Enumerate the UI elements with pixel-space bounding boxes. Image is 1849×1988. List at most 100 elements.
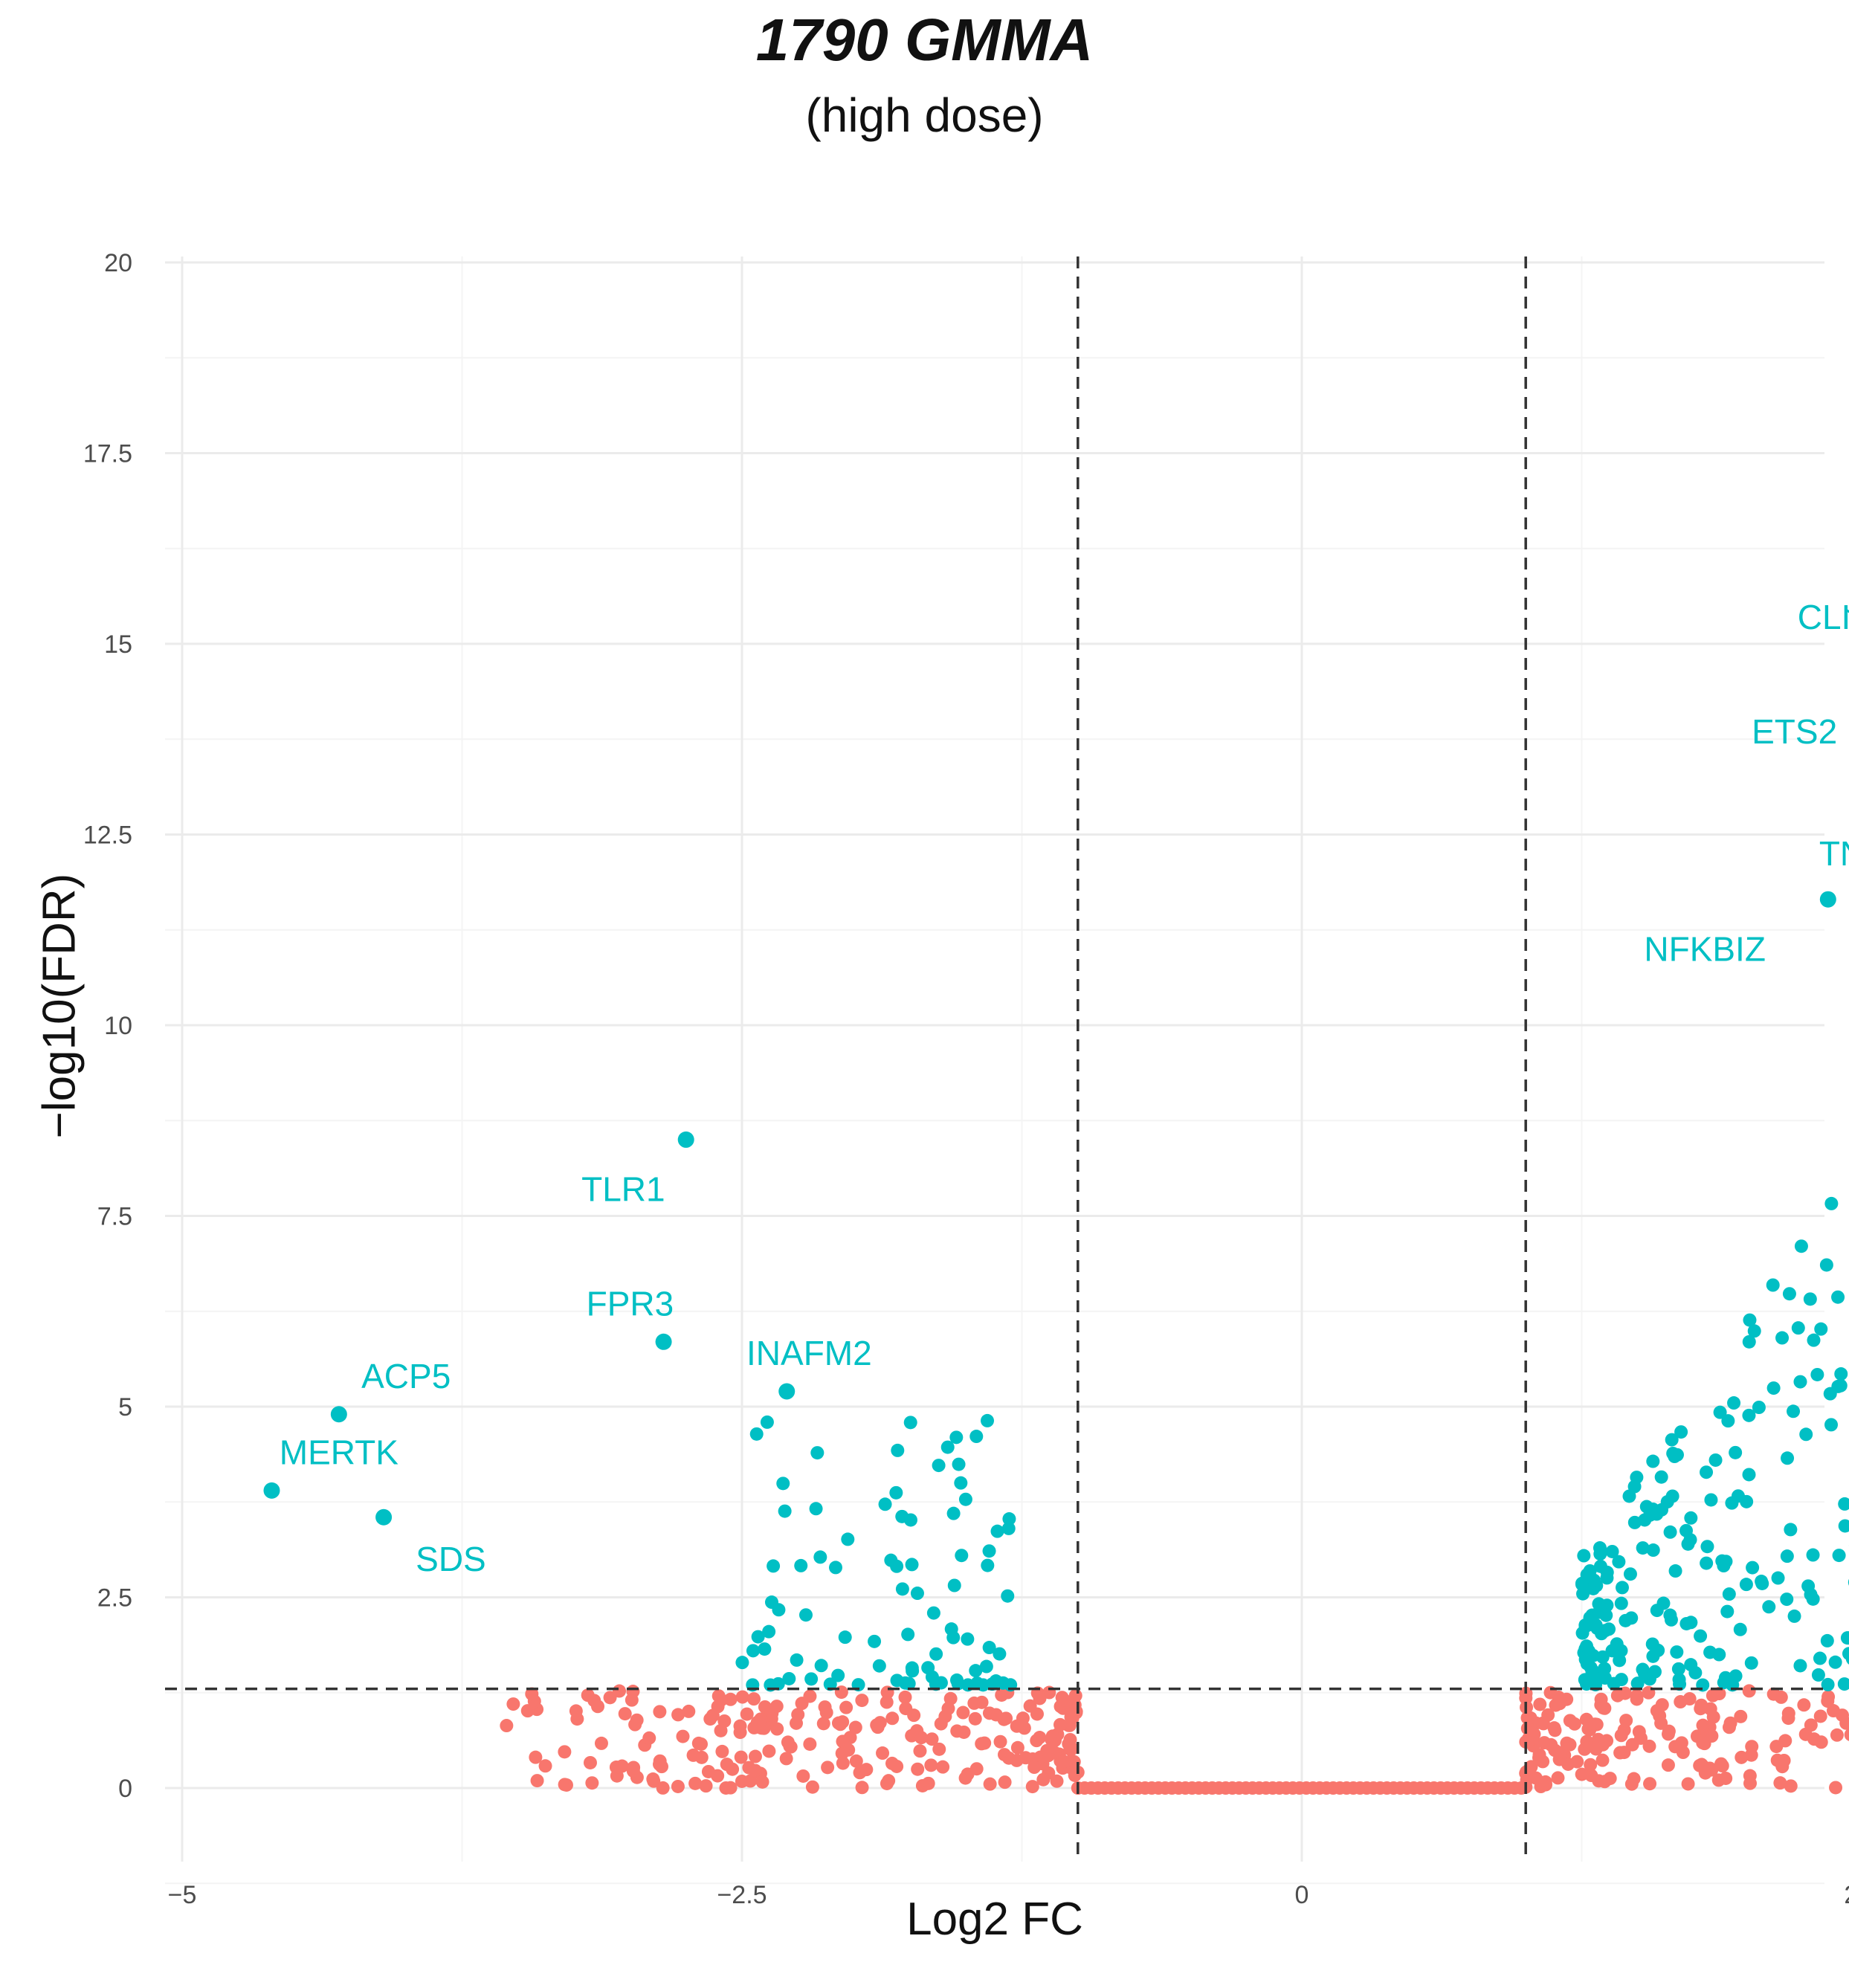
nonsignificant-gene-point (1614, 1729, 1628, 1743)
significant-gene-point (1799, 1427, 1813, 1442)
nonsignificant-gene-point (1634, 1731, 1648, 1745)
nonsignificant-gene-point (603, 1691, 617, 1705)
significant-gene-point (1727, 1396, 1741, 1410)
nonsignificant-gene-point (1696, 1736, 1710, 1750)
nonsignificant-gene-point (836, 1715, 850, 1729)
chart-subtitle: (high dose) (805, 88, 1044, 142)
nonsignificant-gene-point (1821, 1690, 1836, 1704)
nonsignificant-gene-point (769, 1700, 784, 1714)
significant-gene-point (1654, 1470, 1668, 1484)
significant-gene-point (1824, 1418, 1839, 1432)
gene-label: CLIC4 (1798, 598, 1849, 636)
significant-gene-point (979, 1659, 993, 1674)
significant-gene-point (1807, 1333, 1821, 1347)
significant-gene-point (1742, 1468, 1756, 1482)
significant-gene-point (1663, 1525, 1677, 1539)
significant-gene-point (1831, 1290, 1845, 1304)
significant-gene-point (934, 1676, 948, 1690)
nonsignificant-gene-point (654, 1760, 668, 1774)
nonsignificant-gene-point (748, 1763, 762, 1778)
nonsignificant-gene-point (1541, 1708, 1555, 1722)
nonsignificant-gene-point (849, 1754, 863, 1768)
significant-gene-point (1791, 1321, 1805, 1335)
significant-gene-point (1587, 1573, 1601, 1587)
nonsignificant-gene-point (1734, 1709, 1748, 1723)
nonsignificant-gene-point (1770, 1753, 1784, 1767)
nonsignificant-gene-point (754, 1712, 768, 1726)
significant-gene-point (1766, 1278, 1780, 1292)
significant-gene-point (841, 1532, 855, 1546)
nonsignificant-gene-point (1742, 1684, 1756, 1698)
significant-gene-point (872, 1659, 886, 1673)
significant-gene-point (1642, 1672, 1656, 1686)
nonsignificant-gene-point (1784, 1779, 1798, 1793)
significant-gene-point (1834, 1367, 1848, 1381)
nonsignificant-gene-point (1619, 1714, 1633, 1728)
nonsignificant-gene-point (1570, 1755, 1584, 1769)
nonsignificant-gene-point (699, 1779, 713, 1793)
nonsignificant-gene-point (682, 1704, 696, 1718)
significant-gene-point (1713, 1405, 1727, 1419)
significant-gene-point (993, 1647, 1007, 1661)
nonsignificant-gene-point (1050, 1774, 1064, 1788)
significant-gene-point (1739, 1578, 1753, 1592)
gene-label: INAFM2 (746, 1334, 872, 1372)
nonsignificant-gene-point (791, 1708, 805, 1722)
significant-gene-point (969, 1430, 984, 1444)
nonsignificant-gene-point (1567, 1717, 1581, 1731)
significant-gene-point (1742, 1335, 1756, 1349)
nonsignificant-gene-point (642, 1731, 656, 1745)
nonsignificant-gene-point (936, 1760, 950, 1774)
significant-gene-point (1590, 1673, 1604, 1687)
y-tick-label: 10 (104, 1012, 132, 1040)
significant-gene-point (890, 1559, 904, 1573)
significant-gene-point (1821, 1677, 1835, 1691)
significant-gene-point (1623, 1567, 1637, 1581)
nonsignificant-gene-point (630, 1713, 644, 1727)
x-tick-label: −2.5 (717, 1881, 767, 1909)
significant-gene-point (1700, 1540, 1714, 1554)
nonsignificant-gene-point (821, 1761, 835, 1775)
nonsignificant-gene-point (779, 1752, 793, 1766)
gene-label: ACP5 (361, 1357, 451, 1395)
significant-gene-point (1665, 1433, 1679, 1447)
y-tick-label: 7.5 (97, 1203, 132, 1231)
labeled-gene-point (655, 1333, 672, 1350)
significant-gene-point (878, 1497, 892, 1511)
significant-gene-point (1823, 1387, 1837, 1401)
y-axis-title: −log10(FDR) (33, 873, 85, 1139)
significant-gene-point (910, 1587, 924, 1601)
nonsignificant-gene-point (796, 1769, 810, 1783)
significant-gene-point (902, 1676, 916, 1691)
significant-gene-point (868, 1634, 882, 1648)
nonsignificant-gene-point (983, 1777, 997, 1791)
significant-gene-point (1614, 1673, 1628, 1687)
nonsignificant-gene-point (882, 1774, 896, 1788)
significant-gene-point (982, 1544, 996, 1558)
nonsignificant-gene-point (676, 1729, 690, 1743)
nonsignificant-gene-point (1813, 1709, 1827, 1723)
nonsignificant-gene-point (967, 1696, 981, 1710)
nonsignificant-gene-point (625, 1693, 639, 1707)
significant-gene-point (1577, 1549, 1591, 1563)
nonsignificant-gene-point (1774, 1690, 1788, 1704)
nonsignificant-gene-point (1703, 1761, 1717, 1775)
significant-gene-point (1600, 1571, 1614, 1585)
significant-gene-point (1704, 1493, 1718, 1507)
significant-gene-point (831, 1668, 845, 1682)
significant-gene-point (1671, 1662, 1685, 1676)
nonsignificant-gene-point (834, 1685, 848, 1700)
significant-gene-point (1806, 1548, 1820, 1562)
significant-gene-point (1683, 1533, 1697, 1547)
nonsignificant-gene-point (835, 1746, 849, 1761)
nonsignificant-gene-point (653, 1705, 667, 1719)
nonsignificant-gene-point (1520, 1773, 1534, 1787)
nonsignificant-gene-point (1617, 1746, 1631, 1760)
nonsignificant-gene-point (968, 1711, 982, 1726)
nonsignificant-gene-point (1045, 1729, 1059, 1743)
nonsignificant-gene-point (1042, 1749, 1056, 1763)
significant-gene-point (1668, 1564, 1682, 1578)
nonsignificant-gene-point (646, 1772, 660, 1787)
nonsignificant-gene-point (1694, 1698, 1708, 1712)
